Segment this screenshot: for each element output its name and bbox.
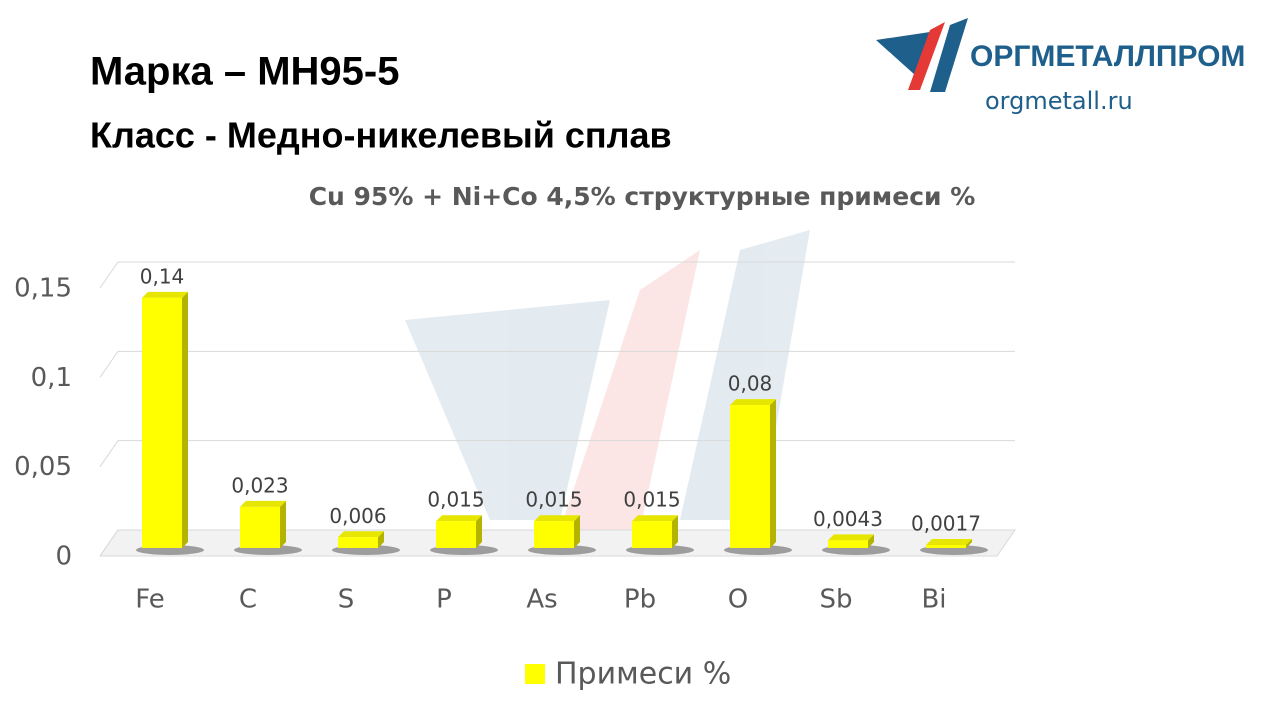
bar-side bbox=[378, 531, 384, 548]
x-tick-label: P bbox=[436, 585, 452, 615]
value-label: 0,015 bbox=[525, 488, 582, 512]
x-tick-label: As bbox=[526, 585, 557, 615]
bar-top bbox=[828, 534, 874, 541]
y-tick-label: 0,05 bbox=[14, 452, 72, 482]
bar-side bbox=[574, 515, 580, 548]
y-tick-label: 0,1 bbox=[31, 363, 72, 393]
bar bbox=[142, 297, 182, 548]
value-label: 0,015 bbox=[427, 488, 484, 512]
bar-side bbox=[770, 399, 776, 548]
y-tick-label: 0 bbox=[55, 542, 72, 572]
bar-side bbox=[476, 515, 482, 548]
bar bbox=[240, 506, 280, 548]
value-label: 0,015 bbox=[623, 488, 680, 512]
bar-side bbox=[966, 538, 972, 548]
bar bbox=[926, 544, 966, 548]
bar-top bbox=[926, 538, 972, 545]
bar-top bbox=[436, 515, 482, 522]
bar-side bbox=[182, 291, 188, 548]
bar bbox=[730, 405, 770, 548]
bar-side bbox=[280, 500, 286, 548]
grid-line bbox=[99, 440, 1015, 467]
bar-top bbox=[534, 515, 580, 522]
logo-name: ОРГМЕТАЛЛПРОМ bbox=[970, 40, 1245, 73]
slide-subtitle: Класс - Медно-никелевый сплав bbox=[90, 115, 672, 156]
logo-mark bbox=[876, 18, 968, 92]
grid-line bbox=[99, 261, 1015, 289]
x-tick-label: Pb bbox=[624, 585, 656, 615]
bar-side bbox=[868, 534, 874, 548]
bar-top bbox=[730, 399, 776, 406]
grid-line bbox=[99, 529, 1015, 557]
bar-top bbox=[142, 291, 188, 298]
legend-swatch bbox=[525, 664, 545, 684]
legend-label: Примеси % bbox=[555, 657, 731, 692]
bar bbox=[436, 521, 476, 548]
y-tick-label: 0,15 bbox=[14, 274, 72, 304]
chart-title: Cu 95% + Ni+Co 4,5% структурные примеси … bbox=[309, 182, 976, 211]
value-label: 0,0017 bbox=[911, 511, 981, 535]
x-tick-label: C bbox=[239, 585, 257, 615]
value-label: 0,14 bbox=[140, 264, 185, 288]
value-label: 0,08 bbox=[728, 372, 773, 396]
x-tick-label: Sb bbox=[819, 585, 852, 615]
bar bbox=[828, 540, 868, 548]
x-tick-label: Bi bbox=[921, 585, 946, 615]
x-tick-label: Fe bbox=[135, 585, 165, 615]
bar-top bbox=[338, 531, 384, 538]
bar bbox=[534, 521, 574, 548]
grid-line bbox=[99, 350, 1015, 378]
bar-side bbox=[672, 515, 678, 548]
bar bbox=[632, 521, 672, 548]
watermark bbox=[405, 230, 810, 530]
bar-top bbox=[632, 515, 678, 522]
value-label: 0,0043 bbox=[813, 507, 883, 531]
value-label: 0,023 bbox=[231, 473, 288, 497]
x-tick-label: O bbox=[728, 585, 748, 615]
value-label: 0,006 bbox=[329, 504, 386, 528]
slide-title: Марка – МН95-5 bbox=[90, 50, 400, 94]
bar-top bbox=[240, 500, 286, 507]
bar bbox=[338, 537, 378, 548]
logo-site: orgmetall.ru bbox=[985, 87, 1133, 115]
x-tick-label: S bbox=[338, 585, 355, 615]
